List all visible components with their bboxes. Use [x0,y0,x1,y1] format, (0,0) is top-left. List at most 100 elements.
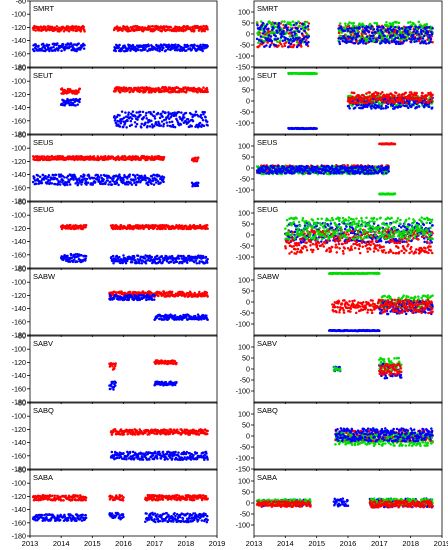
data-point-blue [405,104,408,108]
data-point-blue [292,166,296,170]
data-point-red [307,22,311,25]
data-point-blue [128,175,131,178]
data-point-blue [295,22,298,25]
data-point-red [78,87,82,90]
data-point-blue [410,38,413,41]
data-point-red [360,96,363,100]
data-point-blue [123,122,127,125]
data-point-blue [144,114,148,117]
data-point-blue [68,45,72,48]
data-point-blue [353,169,357,173]
data-point-blue [315,127,318,130]
data-point-red [430,34,434,38]
y-tick-label: -180 [12,130,26,139]
data-point-blue [118,43,121,47]
data-point-blue [203,111,206,114]
data-point-blue [283,38,287,42]
data-point-red [202,86,205,89]
data-point-blue [77,42,80,45]
data-point-blue [427,25,431,29]
data-point-blue [370,39,373,43]
data-point-red [78,25,81,29]
data-point-blue [46,46,50,49]
data-point-blue [409,25,413,29]
data-point-blue [292,36,295,40]
data-point-blue [387,31,391,34]
data-point-blue [399,36,403,39]
data-point-blue [282,29,285,33]
data-point-green [344,34,348,37]
y-tick-label: 50 [242,19,250,28]
data-point-blue [307,35,311,38]
data-point-blue [394,36,397,40]
data-point-green [271,22,274,25]
data-point-green [363,36,366,40]
data-point-blue [161,115,164,119]
data-point-blue [129,49,132,52]
data-point-blue [68,183,72,186]
data-point-blue [384,41,387,45]
data-point-blue [61,43,65,46]
data-point-blue [346,29,350,32]
data-point-blue [387,166,390,169]
data-point-blue [134,183,138,187]
data-point-green [295,40,299,44]
data-point-blue [370,107,373,110]
data-point-blue [372,172,375,175]
data-point-blue [41,46,44,49]
data-point-blue [370,25,374,28]
data-point-red [353,91,356,95]
data-point-blue [348,27,351,30]
data-point-blue [351,38,354,41]
data-point-blue [119,119,123,123]
data-point-blue [153,117,157,120]
data-point-blue [73,175,77,178]
data-point-blue [389,34,392,38]
data-point-red [416,101,419,105]
data-point-blue [360,37,364,41]
data-point-blue [265,23,269,26]
data-point-blue [85,177,89,181]
data-point-blue [362,41,365,45]
data-point-red [69,223,72,227]
data-point-green [285,31,288,35]
data-point-blue [408,37,411,40]
data-point-blue [424,27,427,31]
panel-title: SEUT [257,71,277,80]
data-point-green [278,39,282,43]
data-point-blue [414,36,417,40]
data-point-blue [376,29,380,33]
data-point-blue [396,36,400,40]
data-point-blue [130,183,134,186]
data-point-blue [191,119,195,123]
data-point-blue [201,118,205,122]
data-point-green [391,37,394,40]
data-point-blue [255,37,259,41]
data-point-blue [56,182,60,185]
data-point-blue [286,166,289,169]
data-point-red [127,157,131,161]
data-point-blue [406,29,409,33]
data-point-red [415,93,418,97]
data-point-blue [342,171,346,174]
data-point-red [205,26,209,29]
data-point-red [348,101,352,105]
data-point-blue [360,40,363,43]
data-point-red [193,29,196,33]
data-point-blue [85,183,88,186]
data-point-blue [426,32,429,36]
data-point-blue [267,166,270,169]
data-point-blue [361,25,364,29]
data-point-blue [119,121,123,125]
y-tick-label: 100 [238,8,250,17]
data-point-blue [127,113,130,117]
data-point-blue [360,104,363,107]
data-point-red [121,29,124,32]
data-point-blue [300,32,304,35]
data-point-red [368,95,371,99]
data-point-blue [113,114,116,118]
data-point-blue [431,27,434,30]
data-point-blue [345,40,349,43]
data-point-blue [340,37,344,40]
data-point-blue [162,124,165,128]
